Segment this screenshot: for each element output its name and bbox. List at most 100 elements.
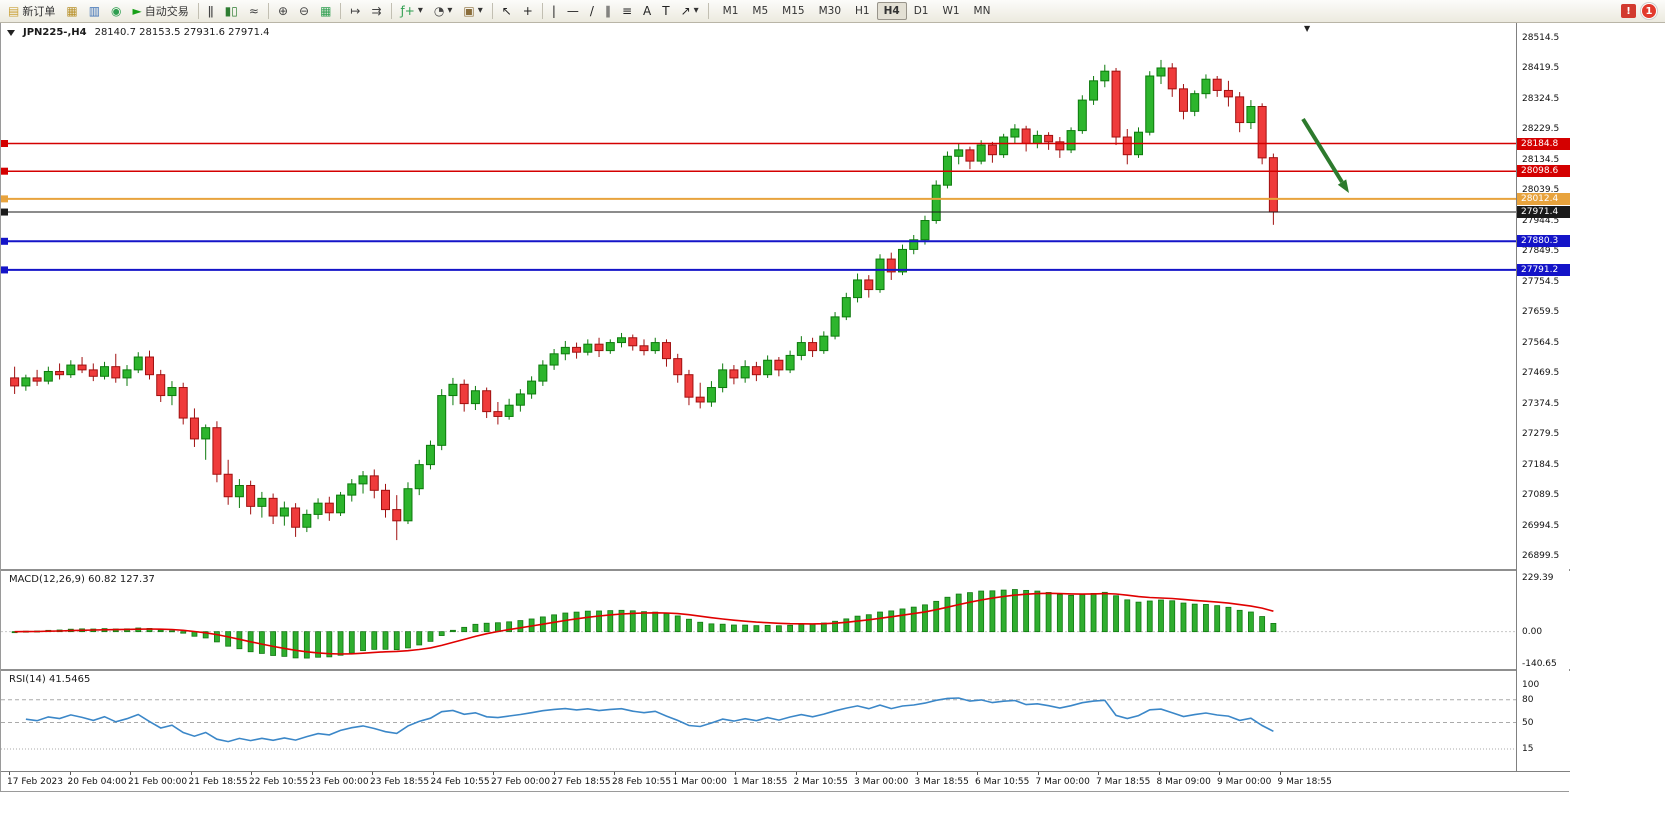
new-order-icon: ▤ — [8, 4, 20, 18]
x-axis-label: 7 Mar 00:00 — [1035, 777, 1090, 787]
x-axis-label: 9 Mar 18:55 — [1277, 777, 1332, 787]
price-axis[interactable]: 28184.8 28098.6 28012.4 27971.4 27880.3 27791… — [1516, 23, 1570, 771]
toolbar-buttons: ▤ 新订单 ▦ ▥ ◉ ► 自动交易 ǁ ▮▯ ≈ ⊕ ⊖ ▦ ↦ ⇉ ƒ+ ▾ ◔ ▾ ▣ ▾ ↖ + | — / ∥ ≡ A T ↗ ▾ — [3, 2, 712, 21]
dropdown-caret-icon: ▾ — [417, 5, 423, 16]
alert-icon[interactable]: ! — [1621, 4, 1636, 18]
x-axis-label: 20 Feb 04:00 — [67, 777, 127, 787]
time-axis[interactable]: 17 Feb 2023 20 Feb 04:00 21 Feb 00:00 21 Fe… — [1, 771, 1570, 791]
chart-shift-button[interactable]: ⇉ — [366, 2, 386, 21]
profiles-button[interactable]: ▥ — [84, 2, 105, 21]
horizontal-line-button[interactable]: — — [562, 2, 584, 21]
x-axis-label: 27 Feb 00:00 — [491, 777, 551, 787]
pane-separator[interactable] — [1, 569, 1570, 571]
open-chart-button[interactable]: ▦ — [61, 2, 82, 21]
x-axis-tick — [553, 772, 555, 775]
indicators-button[interactable]: ƒ+ ▾ — [396, 2, 428, 21]
bars-mode-button[interactable]: ǁ — [203, 2, 219, 21]
text-button[interactable]: A — [638, 2, 656, 21]
x-axis-tick — [432, 772, 434, 775]
tile-windows-icon: ▦ — [320, 4, 332, 18]
horizontal-line-object — [1, 140, 1516, 148]
y-axis-tick-label: 27279.5 — [1522, 429, 1560, 440]
dropdown-caret-icon: ▾ — [447, 5, 453, 16]
vertical-line-button[interactable]: | — [547, 2, 561, 21]
rsi-axis-label: 50 — [1522, 717, 1534, 728]
candles-mode-button[interactable]: ▮▯ — [220, 2, 243, 21]
cursor-button[interactable]: ↖ — [497, 2, 517, 21]
x-axis-label: 6 Mar 10:55 — [975, 777, 1030, 787]
timeframe-w1-button[interactable]: W1 — [942, 5, 960, 17]
timeframe-mn-button[interactable]: MN — [973, 5, 991, 17]
tile-windows-button[interactable]: ▦ — [315, 2, 336, 21]
new-chart-icon: ▦ — [66, 4, 78, 18]
x-axis-tick — [130, 772, 131, 775]
crosshair-button[interactable]: + — [518, 2, 538, 21]
timeframe-m30-button[interactable]: M30 — [818, 5, 842, 17]
x-axis-tick — [190, 772, 192, 775]
zoom-out-button[interactable]: ⊖ — [294, 2, 314, 21]
timeframe-m15-button[interactable]: M15 — [782, 5, 805, 17]
pane-separator[interactable] — [1, 669, 1570, 671]
equidistant-channel-button[interactable]: ∥ — [600, 2, 616, 21]
line-mode-button[interactable]: ≈ — [244, 2, 264, 21]
x-axis-tick — [674, 772, 676, 775]
autotrading-play-icon: ► — [132, 4, 142, 18]
timeframe-h1-button[interactable]: H1 — [855, 5, 870, 17]
x-axis-label: 9 Mar 00:00 — [1217, 777, 1272, 787]
timeframe-h4-button[interactable]: H4 — [876, 2, 907, 20]
x-axis-label: 21 Feb 18:55 — [188, 777, 248, 787]
chart-collapse-icon[interactable] — [7, 29, 15, 36]
trendline-button[interactable]: / — [585, 2, 599, 21]
data-refresh-button[interactable]: ◉ — [106, 2, 126, 21]
arrow-objects-icon: ↗ — [680, 4, 691, 18]
chart-ohlc-values: 28140.7 28153.5 27931.6 27971.4 — [94, 27, 270, 38]
y-axis-tick-label: 28039.5 — [1522, 185, 1560, 196]
y-axis-tick-label: 26899.5 — [1522, 551, 1560, 562]
auto-scroll-button[interactable]: ↦ — [345, 2, 365, 21]
chart-window: JPN225-,H4 28140.7 28153.5 27931.6 27971… — [0, 23, 1570, 792]
fibonacci-icon: ≡ — [621, 4, 633, 18]
timeframe-m5-button[interactable]: M5 — [752, 5, 769, 17]
trend-arrow-annotation — [1301, 117, 1349, 193]
chart-title: JPN225-,H4 28140.7 28153.5 27931.6 27971… — [7, 27, 270, 38]
periods-button[interactable]: ◔ ▾ — [429, 2, 458, 21]
x-axis-tick — [1037, 772, 1039, 775]
x-axis-tick — [251, 772, 252, 775]
y-axis-tick-label: 27944.5 — [1522, 215, 1560, 226]
text-label-button[interactable]: T — [657, 2, 674, 21]
bars-chart-icon: ǁ — [207, 4, 214, 18]
toolbar-separator — [267, 3, 269, 19]
indicators-icon: ƒ+ — [400, 4, 415, 18]
x-axis-label: 21 Feb 00:00 — [128, 777, 188, 787]
crosshair-icon: + — [522, 4, 533, 18]
rsi-canvas[interactable] — [1, 671, 1516, 771]
rsi-label: RSI(14) 41.5465 — [7, 674, 93, 685]
main-chart-canvas[interactable] — [1, 23, 1516, 569]
toolbar-separator — [541, 3, 543, 19]
channel-icon: ∥ — [604, 4, 611, 18]
timeframe-d1-button[interactable]: D1 — [913, 5, 929, 17]
x-axis-tick — [493, 772, 494, 775]
horizontal-line-object — [1, 167, 1516, 175]
x-axis-tick — [856, 772, 857, 775]
macd-canvas[interactable] — [1, 571, 1516, 669]
new-order-button[interactable]: ▤ 新订单 — [3, 2, 60, 21]
price-line-badge: 27971.4 — [1517, 206, 1570, 219]
x-axis-tick — [1158, 772, 1160, 775]
chart-shift-marker[interactable]: ▼ — [1304, 24, 1311, 33]
toolbar-separator — [340, 3, 342, 19]
x-axis-label: 17 Feb 2023 — [7, 777, 64, 787]
zoom-in-button[interactable]: ⊕ — [273, 2, 293, 21]
toolbar-separator — [390, 3, 392, 19]
horizontal-line-object — [1, 266, 1516, 274]
templates-button[interactable]: ▣ ▾ — [458, 2, 487, 21]
autotrading-button[interactable]: ► 自动交易 — [128, 2, 194, 21]
timeframe-m1-button[interactable]: M1 — [722, 5, 739, 17]
x-axis-tick — [916, 772, 918, 775]
arrows-button[interactable]: ↗ ▾ — [676, 2, 704, 21]
fibonacci-button[interactable]: ≡ — [617, 2, 637, 21]
y-axis-tick-label: 27184.5 — [1522, 459, 1560, 470]
rsi-axis-label: 15 — [1522, 744, 1534, 755]
notification-badge[interactable]: 1 — [1641, 3, 1657, 19]
x-axis-tick — [69, 772, 71, 775]
